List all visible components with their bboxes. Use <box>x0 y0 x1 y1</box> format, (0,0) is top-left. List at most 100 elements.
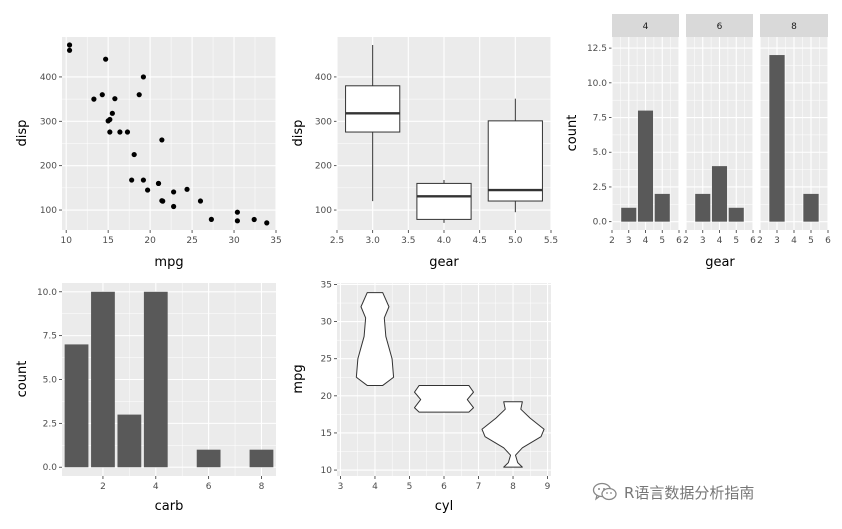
y-axis-title: mpg <box>291 364 306 393</box>
x-tick-label: 4 <box>643 236 649 246</box>
panel-p4 <box>59 283 276 479</box>
facet-strip <box>760 14 828 37</box>
x-axis-title: cyl <box>435 499 453 514</box>
bar <box>695 193 711 222</box>
y-tick-label: 10.0 <box>37 288 57 298</box>
y-tick-label: 2.5 <box>43 419 57 429</box>
x-tick-label: 2 <box>757 236 763 246</box>
data-point <box>124 129 131 135</box>
y-tick-label: 20 <box>321 392 333 402</box>
panel-p3-facet-8 <box>759 14 829 233</box>
x-tick-label: 6 <box>825 236 831 246</box>
x-tick-label: 4 <box>717 236 723 246</box>
watermark-text: R语言数据分析指南 <box>624 483 755 502</box>
violin <box>481 401 545 468</box>
data-point <box>112 96 118 102</box>
wechat-icon <box>592 482 617 501</box>
data-point <box>171 189 177 195</box>
data-point <box>234 209 240 215</box>
y-axis-title: disp <box>15 120 30 147</box>
y-tick-label: 100 <box>315 206 332 216</box>
x-tick-label: 3 <box>774 236 780 246</box>
bar <box>196 449 221 468</box>
x-tick-label: 8 <box>510 482 516 492</box>
x-tick-label: 4.0 <box>437 236 452 246</box>
y-tick-label: 35 <box>321 280 332 290</box>
facet-strip-label: 4 <box>643 22 649 32</box>
bar <box>64 344 89 468</box>
violin <box>355 292 395 386</box>
x-tick-label: 9 <box>545 482 551 492</box>
data-point <box>251 216 257 223</box>
x-tick-label: 3 <box>626 236 632 246</box>
y-axis-title: count <box>15 361 30 398</box>
y-tick-label: 10.0 <box>587 79 607 89</box>
y-tick-label: 30 <box>321 318 333 328</box>
x-tick-label: 8 <box>259 482 265 492</box>
bar <box>143 291 168 468</box>
bar <box>621 207 637 222</box>
x-axis-title: gear <box>705 255 735 270</box>
facet-strip <box>612 14 679 37</box>
watermark: R语言数据分析指南 <box>592 480 754 504</box>
y-tick-label: 200 <box>40 162 57 172</box>
y-tick-label: 0.0 <box>593 218 608 228</box>
x-tick-label: 35 <box>270 236 281 246</box>
y-tick-label: 0.0 <box>43 463 58 473</box>
x-axis-title: gear <box>429 255 459 270</box>
data-point <box>99 92 105 98</box>
y-tick-label: 400 <box>315 73 332 83</box>
x-tick-label: 2 <box>609 236 615 246</box>
panel-p1 <box>59 37 277 233</box>
bar <box>637 110 654 222</box>
y-tick-label: 300 <box>40 117 57 127</box>
data-point <box>197 198 204 204</box>
x-tick-label: 2 <box>100 482 106 492</box>
data-point <box>129 177 135 183</box>
x-tick-label: 3 <box>338 482 344 492</box>
box <box>487 120 543 202</box>
x-tick-label: 25 <box>186 236 197 246</box>
x-tick-label: 3 <box>700 236 706 246</box>
x-tick-label: 6 <box>750 236 756 246</box>
data-point <box>117 129 123 135</box>
x-tick-label: 3.0 <box>366 236 381 246</box>
y-tick-label: 7.5 <box>593 114 607 124</box>
data-point <box>105 118 111 124</box>
bar <box>117 414 142 468</box>
bar <box>654 193 670 222</box>
y-tick-label: 200 <box>315 162 332 172</box>
data-point <box>107 129 113 135</box>
panel-background <box>62 37 276 230</box>
facet-strip <box>686 14 753 37</box>
x-tick-label: 5.5 <box>544 236 558 246</box>
x-tick-label: 30 <box>228 236 240 246</box>
data-point <box>159 198 165 204</box>
y-tick-label: 100 <box>40 206 57 216</box>
y-axis-title: disp <box>291 120 306 147</box>
y-tick-label: 5.0 <box>43 376 58 386</box>
x-tick-label: 4 <box>153 482 159 492</box>
x-tick-label: 5 <box>407 482 413 492</box>
x-tick-label: 5.0 <box>508 236 523 246</box>
y-tick-label: 5.0 <box>593 148 608 158</box>
bar <box>769 55 785 222</box>
panel-p3-facet-4 <box>609 14 680 233</box>
y-tick-label: 300 <box>315 117 332 127</box>
bar <box>249 449 274 468</box>
x-tick-label: 3.5 <box>401 236 415 246</box>
data-point <box>131 151 137 158</box>
y-axis-title: count <box>565 115 580 152</box>
data-point <box>208 216 214 222</box>
data-point <box>145 187 151 193</box>
panel-p5 <box>334 283 551 479</box>
data-point <box>159 137 165 143</box>
data-point <box>155 180 162 187</box>
x-tick-label: 5 <box>808 236 814 246</box>
x-tick-label: 6 <box>206 482 212 492</box>
bar <box>91 291 115 468</box>
y-tick-label: 400 <box>40 73 57 83</box>
x-axis-title: carb <box>155 499 184 514</box>
x-tick-label: 2 <box>683 236 689 246</box>
